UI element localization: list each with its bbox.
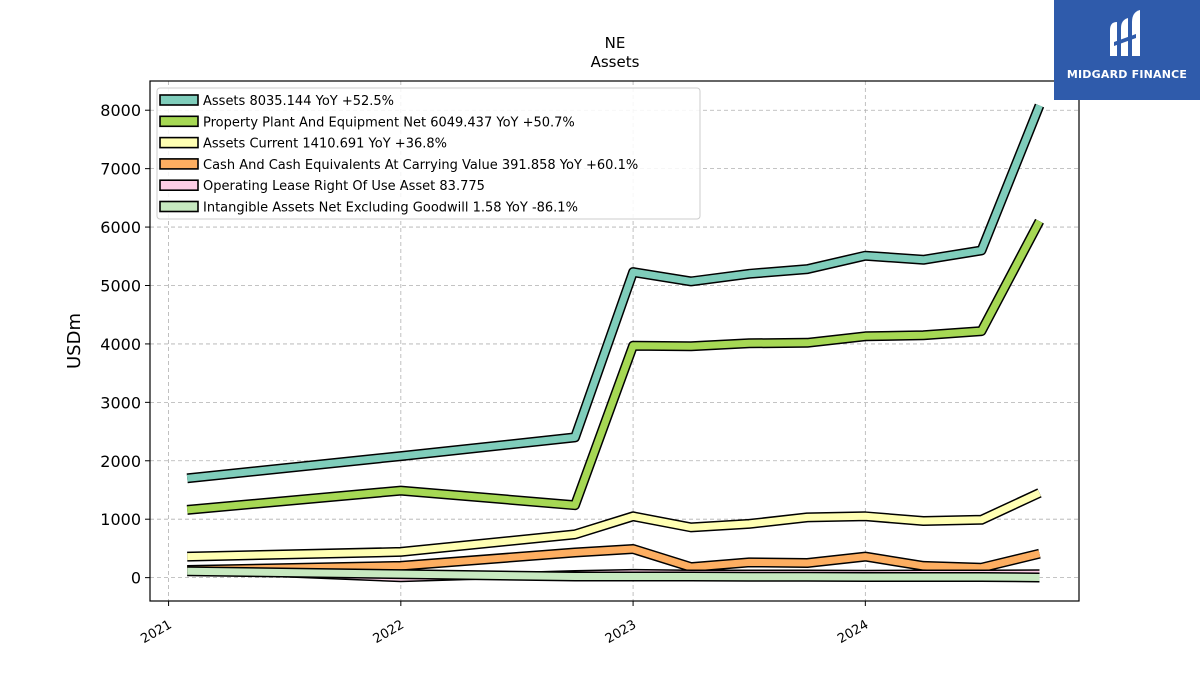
series-stroke <box>187 567 1040 581</box>
brand-logo: MIDGARD FINANCE <box>1054 0 1200 100</box>
y-tick-label: 3000 <box>100 393 141 412</box>
legend-label: Assets 8035.144 YoY +52.5% <box>203 94 394 109</box>
legend-swatch <box>159 94 199 106</box>
series-stroke <box>186 104 1043 482</box>
legend-swatch <box>159 115 199 128</box>
series-line-2 <box>186 218 1044 515</box>
y-tick-label: 8000 <box>100 101 141 120</box>
series-line-4 <box>187 544 1041 575</box>
series-line-6 <box>187 566 1040 583</box>
x-tick-label: 2023 <box>603 617 639 647</box>
legend: Assets 8035.144 YoY +52.5% Property Plant… <box>156 87 701 220</box>
legend-label: Intangible Assets Net Excluding Goodwill… <box>203 201 578 216</box>
legend-label: Property Plant And Equipment Net 6049.43… <box>203 115 575 130</box>
series-stroke <box>187 489 1041 561</box>
y-axis-label: USDm <box>64 313 85 369</box>
legend-box <box>156 87 701 220</box>
x-tick-label: 2021 <box>138 617 174 647</box>
y-tick-label: 0 <box>131 569 141 588</box>
y-tick-label: 1000 <box>100 510 141 529</box>
y-tick-label: 5000 <box>100 276 141 295</box>
legend-label: Assets Current 1410.691 YoY +36.8% <box>203 137 447 152</box>
series-line-1 <box>186 103 1045 484</box>
x-tick-label: 2024 <box>835 617 871 647</box>
chart-subtitle: Assets <box>591 53 640 71</box>
legend-swatch <box>159 158 199 170</box>
series-lines <box>186 103 1045 583</box>
x-tick-label: 2022 <box>371 617 407 647</box>
legend-label: Operating Lease Right Of Use Asset 83.77… <box>203 179 485 194</box>
legend-swatch <box>159 179 199 191</box>
y-tick-label: 2000 <box>100 452 141 471</box>
plot-frame <box>149 80 1080 602</box>
series-stroke <box>186 219 1043 514</box>
midgard-logo-icon <box>1110 10 1140 56</box>
y-tick-label: 4000 <box>100 335 141 354</box>
legend-label: Cash And Cash Equivalents At Carrying Va… <box>203 158 638 173</box>
series-stroke <box>187 545 1041 574</box>
y-tick-label: 7000 <box>100 160 141 179</box>
legend-swatch <box>159 136 199 149</box>
legend-swatch <box>159 200 199 213</box>
series-line-3 <box>187 488 1042 562</box>
chart-title: NE <box>605 34 626 52</box>
y-tick-label: 6000 <box>100 218 141 237</box>
brand-name: MIDGARD FINANCE <box>1066 68 1188 81</box>
